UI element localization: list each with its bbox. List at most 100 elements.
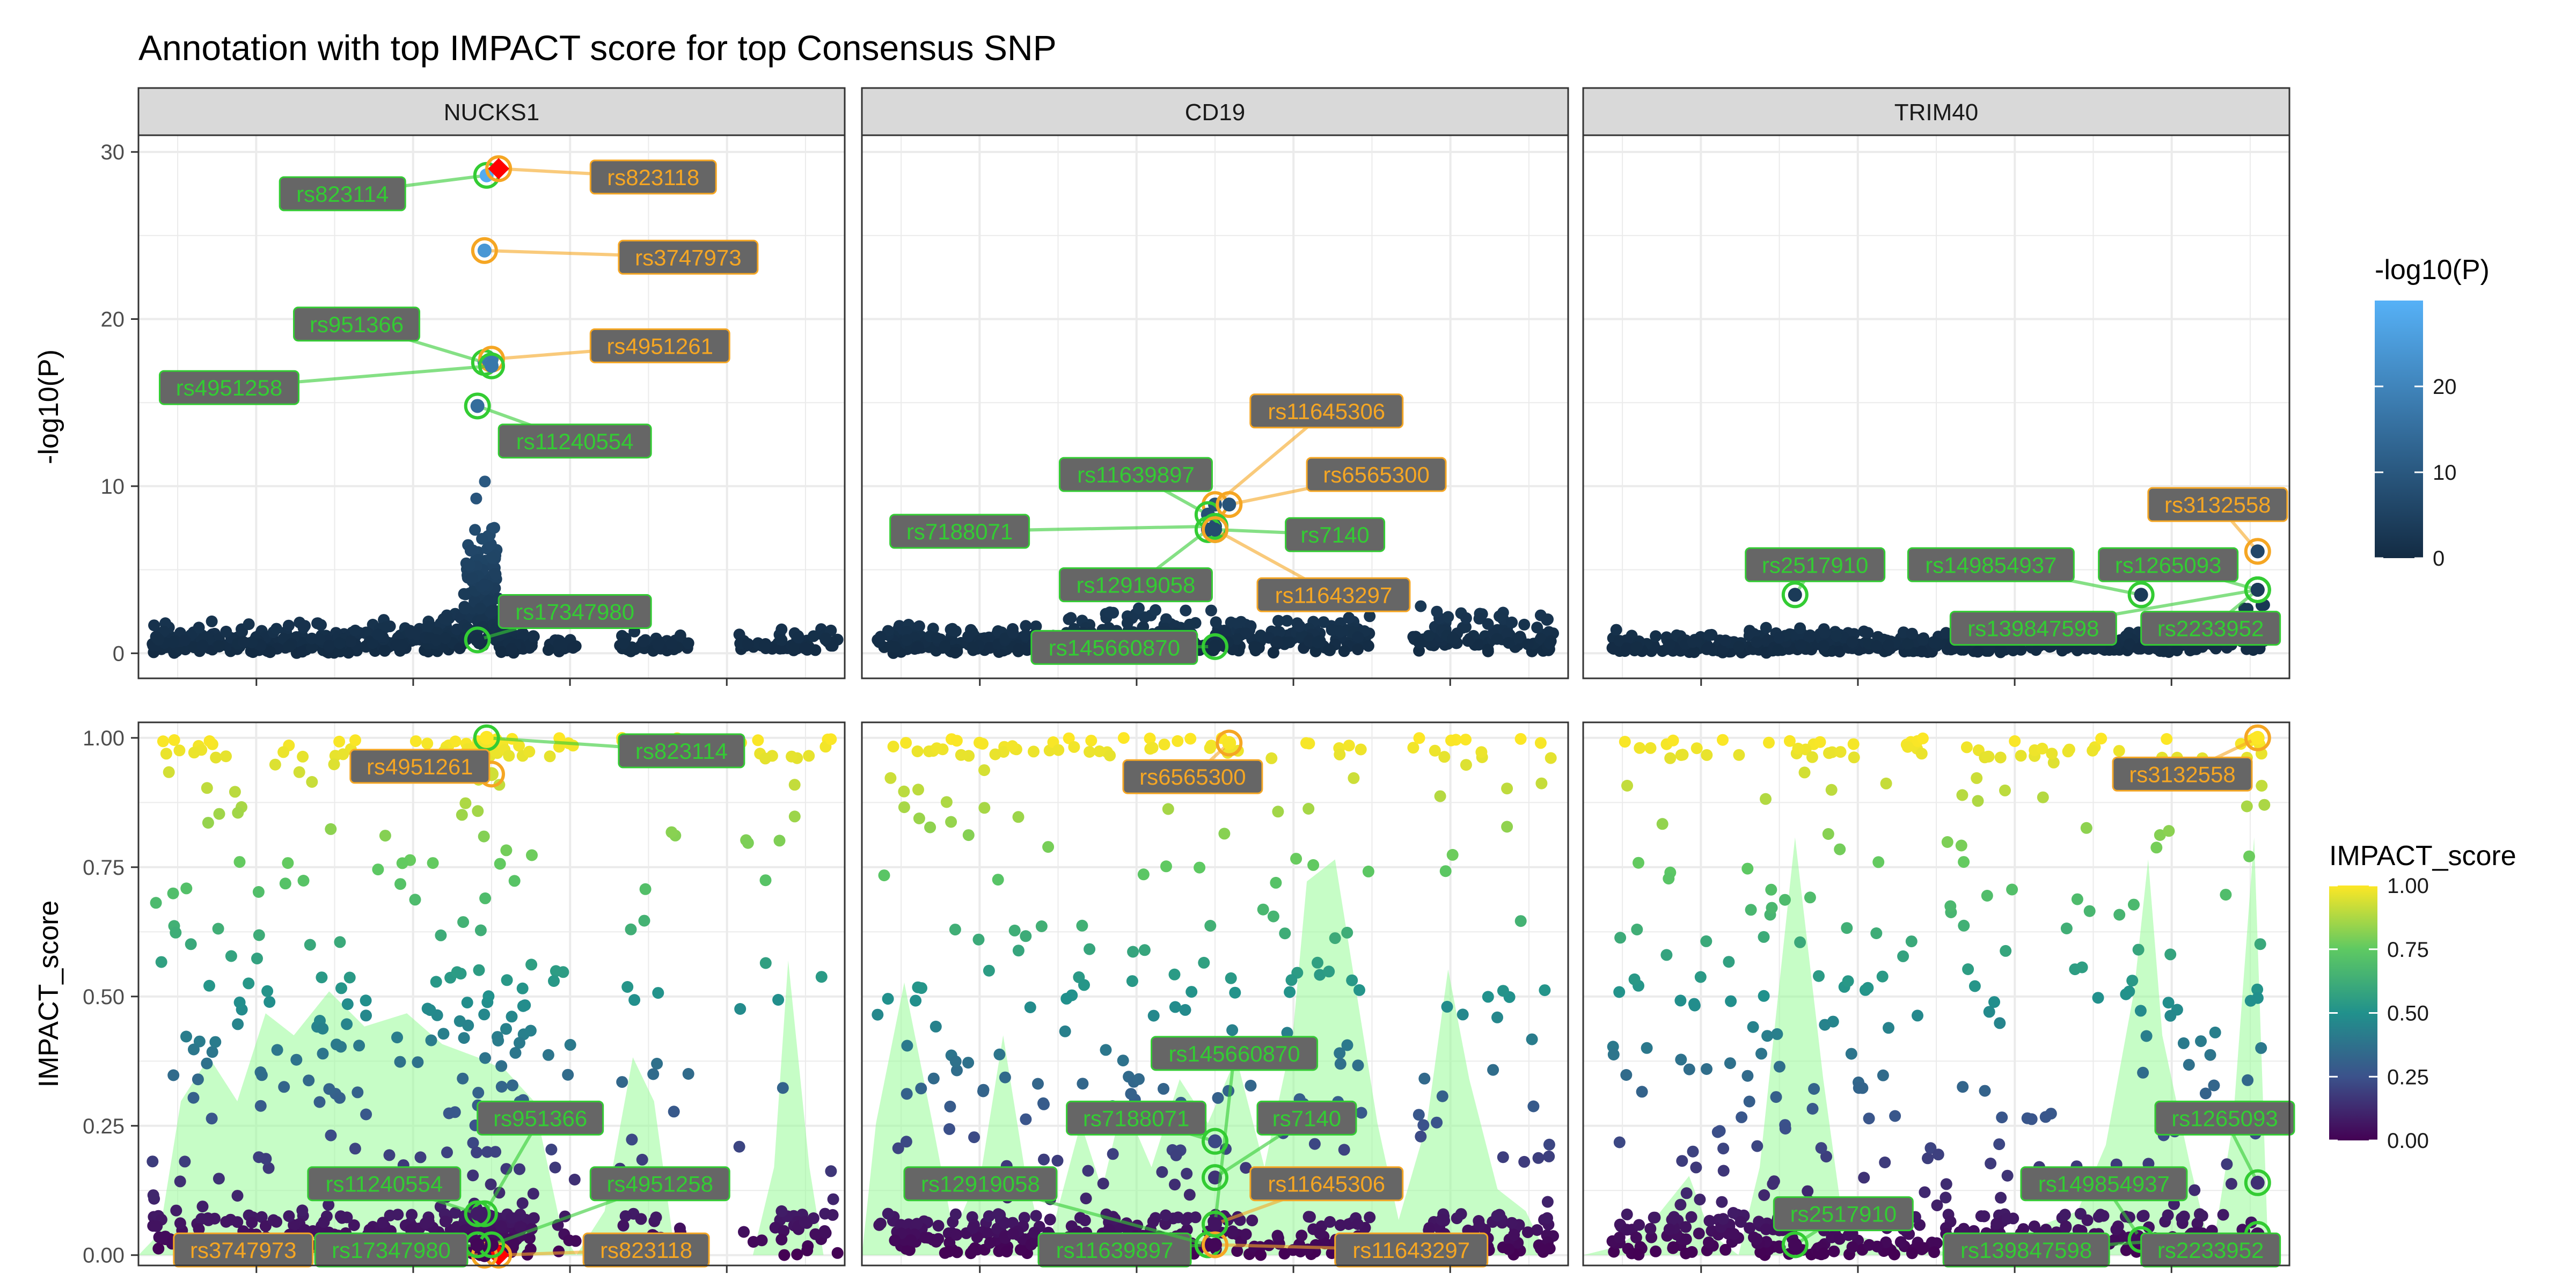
snp-point bbox=[333, 735, 346, 748]
snp-point bbox=[1272, 614, 1284, 627]
snp-label-text: rs139847598 bbox=[1967, 616, 2099, 641]
snp-point bbox=[1543, 637, 1556, 649]
snp-point bbox=[459, 588, 472, 601]
snp-point bbox=[323, 1083, 335, 1095]
snp-point bbox=[1719, 1243, 1732, 1256]
snp-point bbox=[2113, 745, 2125, 757]
snp-point bbox=[1862, 982, 1874, 994]
snp-point bbox=[819, 1227, 832, 1239]
y-tick-label: 20 bbox=[101, 308, 125, 332]
snp-point bbox=[1455, 1208, 1467, 1220]
snp-point bbox=[569, 1235, 582, 1247]
snp-point bbox=[206, 1046, 218, 1058]
snp-point bbox=[1271, 1230, 1284, 1242]
label-box bbox=[589, 328, 730, 363]
snp-point bbox=[1245, 1079, 1257, 1092]
snp-point bbox=[174, 1217, 186, 1230]
snp-point bbox=[1312, 956, 1323, 969]
snp-point bbox=[1460, 612, 1472, 624]
snp-point bbox=[1988, 996, 2000, 1008]
snp-point bbox=[1146, 742, 1159, 754]
snp-point bbox=[548, 975, 560, 987]
snp-point bbox=[213, 640, 225, 653]
snp-point bbox=[317, 1022, 329, 1035]
snp-point bbox=[542, 1049, 554, 1061]
snp-point bbox=[288, 1219, 300, 1231]
snp-label-rs3747973: rs3747973 bbox=[173, 1232, 498, 1269]
snp-point bbox=[1717, 1143, 1730, 1155]
label-box bbox=[1030, 630, 1198, 665]
snp-point bbox=[1348, 772, 1360, 784]
snp-point bbox=[815, 971, 828, 983]
snp-point bbox=[457, 916, 470, 928]
snp-point bbox=[1650, 1245, 1662, 1257]
snp-point bbox=[1312, 636, 1323, 648]
snp-point bbox=[2164, 1009, 2177, 1022]
snp-point bbox=[157, 735, 169, 748]
snp-point bbox=[477, 243, 492, 258]
snp-label-text: rs4951258 bbox=[606, 1172, 713, 1197]
label-box bbox=[1773, 1196, 1914, 1232]
snp-point bbox=[151, 1220, 163, 1232]
snp-point bbox=[334, 637, 346, 649]
y-tick-label: 10 bbox=[101, 475, 125, 499]
snp-point bbox=[1802, 1185, 1814, 1197]
snp-point bbox=[282, 857, 294, 869]
snp-point bbox=[2199, 1087, 2212, 1100]
snp-point bbox=[1225, 972, 1237, 984]
snp-point bbox=[1717, 1165, 1730, 1177]
snp-point bbox=[647, 1068, 660, 1080]
snp-point bbox=[1231, 1245, 1243, 1257]
snp-point bbox=[1610, 624, 1622, 636]
snp-point bbox=[1362, 865, 1374, 877]
snp-point bbox=[1487, 1064, 1499, 1076]
snp-point bbox=[2150, 841, 2163, 854]
snp-point bbox=[1751, 1140, 1763, 1152]
snp-point bbox=[1355, 743, 1367, 756]
snp-point bbox=[1751, 1233, 1763, 1245]
snp-point bbox=[514, 1221, 526, 1233]
snp-point bbox=[459, 603, 471, 615]
snp-point bbox=[1270, 876, 1282, 889]
snp-point bbox=[1901, 638, 1914, 650]
snp-point bbox=[2154, 829, 2166, 841]
snp-point bbox=[682, 637, 694, 649]
snp-point bbox=[528, 631, 540, 643]
snp-point bbox=[1613, 986, 1626, 998]
snp-point bbox=[1084, 943, 1096, 955]
snp-point bbox=[1208, 639, 1222, 654]
legend-tick-label: 0.00 bbox=[2387, 1129, 2429, 1153]
snp-point bbox=[1506, 1217, 1518, 1229]
snp-point bbox=[528, 1212, 540, 1224]
snp-point bbox=[913, 620, 925, 632]
legend-tick-label: 0 bbox=[2433, 547, 2445, 570]
snp-point bbox=[1032, 1078, 1044, 1090]
snp-point bbox=[1919, 1186, 1931, 1198]
snp-label-rs11643297: rs11643297 bbox=[1202, 516, 1411, 612]
snp-point bbox=[1352, 631, 1364, 643]
snp-point bbox=[617, 1219, 630, 1232]
snp-point bbox=[1160, 613, 1172, 625]
snp-point bbox=[874, 1217, 887, 1230]
snp-label-text: rs7188071 bbox=[906, 519, 1013, 544]
snp-point bbox=[1060, 992, 1073, 1005]
snp-point bbox=[1876, 970, 1889, 983]
snp-point bbox=[1279, 927, 1291, 940]
snp-point bbox=[799, 1216, 811, 1228]
snp-point bbox=[297, 750, 309, 763]
snp-point bbox=[1690, 742, 1703, 755]
snp-point bbox=[1172, 1211, 1184, 1224]
snp-point bbox=[651, 1058, 663, 1070]
snp-point bbox=[1044, 1213, 1056, 1226]
snp-point bbox=[345, 635, 357, 648]
snp-point bbox=[1940, 1178, 1952, 1190]
snp-point bbox=[231, 1190, 244, 1202]
y-tick-label: 0 bbox=[113, 642, 125, 665]
snp-point bbox=[905, 1234, 917, 1246]
snp-point bbox=[1983, 1006, 1995, 1018]
snp-point bbox=[1834, 746, 1847, 758]
snp-point bbox=[2134, 588, 2148, 602]
snp-point bbox=[1802, 631, 1814, 643]
label-box bbox=[307, 1166, 462, 1202]
snp-point bbox=[1364, 610, 1376, 623]
